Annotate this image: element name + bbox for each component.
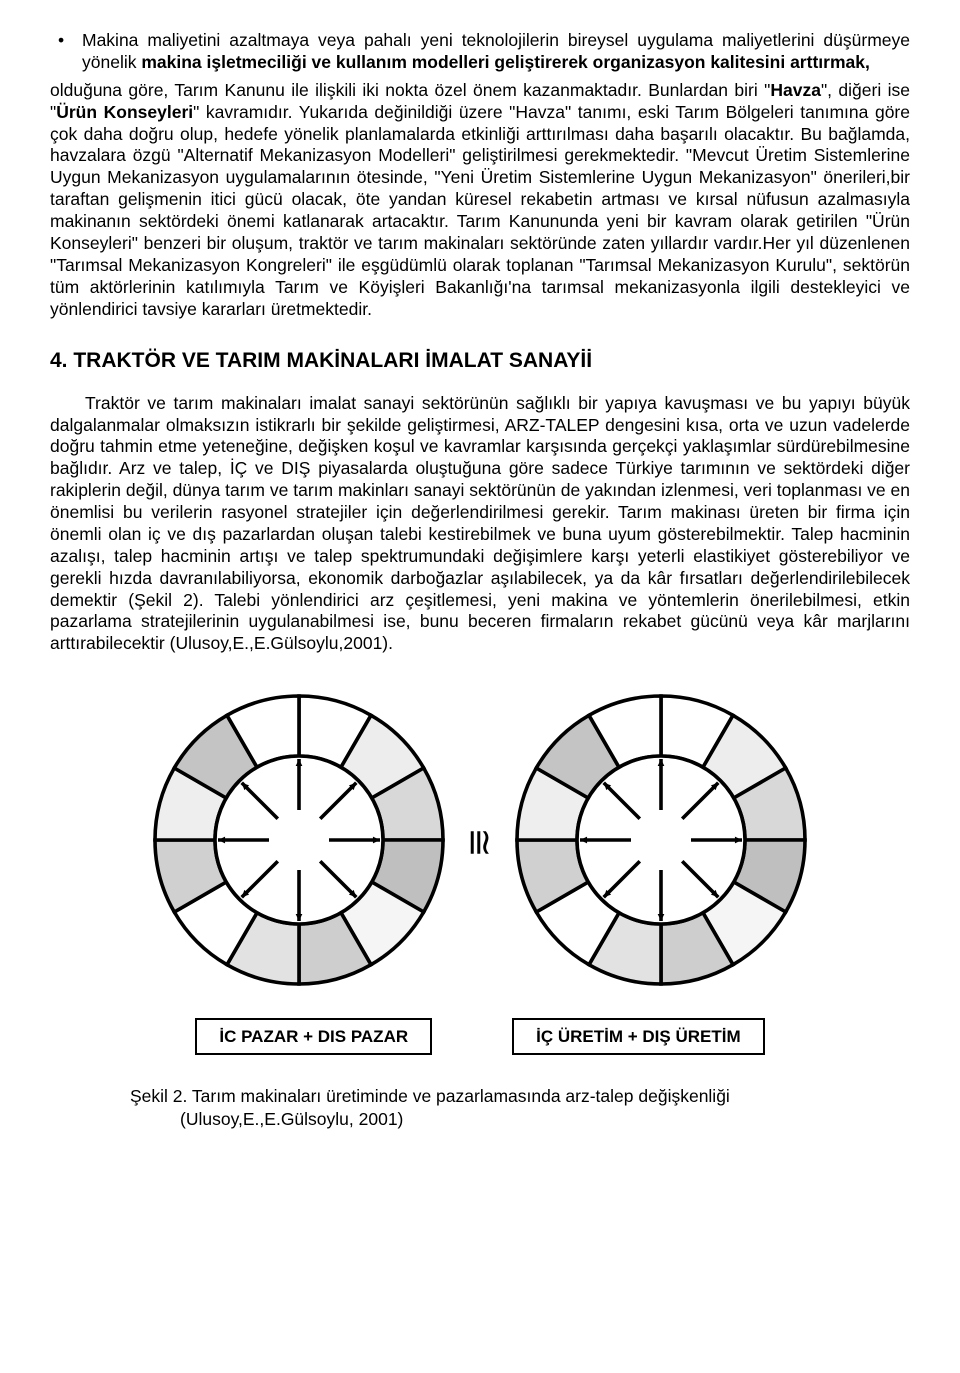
figure-labels-row: İC PAZAR + DIS PAZAR İÇ ÜRETİM + DIŞ ÜRE…	[195, 1018, 764, 1055]
paragraph-1: olduğuna göre, Tarım Kanunu ile ilişkili…	[50, 80, 910, 321]
figure-diagrams-row: ≅	[149, 690, 811, 990]
p1-run3: " kavramıdır. Yukarıda değinildiği üzere…	[50, 102, 910, 319]
section-heading: 4. TRAKTÖR VE TARIM MAKİNALARI İMALAT SA…	[50, 348, 910, 374]
p1-bold1: Havza	[770, 80, 821, 100]
bullet-text: Makina maliyetini azaltmaya veya pahalı …	[82, 30, 910, 74]
p1-run1: olduğuna göre, Tarım Kanunu ile ilişkili…	[50, 80, 770, 100]
bullet-bold: makina işletmeciliği ve kullanım modelle…	[141, 52, 870, 72]
label-box-right: İÇ ÜRETİM + DIŞ ÜRETİM	[512, 1018, 764, 1055]
bullet-mark: •	[50, 30, 82, 52]
caption-line-1: Şekil 2. Tarım makinaları üretiminde ve …	[100, 1085, 860, 1108]
bullet-item: • Makina maliyetini azaltmaya veya pahal…	[50, 30, 910, 74]
caption-line-2: (Ulusoy,E.,E.Gülsoylu, 2001)	[100, 1108, 860, 1131]
equivalence-symbol: ≅	[457, 827, 502, 853]
paragraph-2: Traktör ve tarım makinaları imalat sanay…	[50, 393, 910, 656]
ring-diagram-right	[511, 690, 811, 990]
ring-diagram-left	[149, 690, 449, 990]
figure: ≅ İC PAZAR + DIS PAZAR İÇ ÜRETİM + DIŞ Ü…	[50, 690, 910, 1131]
label-box-left: İC PAZAR + DIS PAZAR	[195, 1018, 432, 1055]
p1-bold2: Ürün Konseyleri	[56, 102, 193, 122]
figure-caption: Şekil 2. Tarım makinaları üretiminde ve …	[100, 1085, 860, 1131]
